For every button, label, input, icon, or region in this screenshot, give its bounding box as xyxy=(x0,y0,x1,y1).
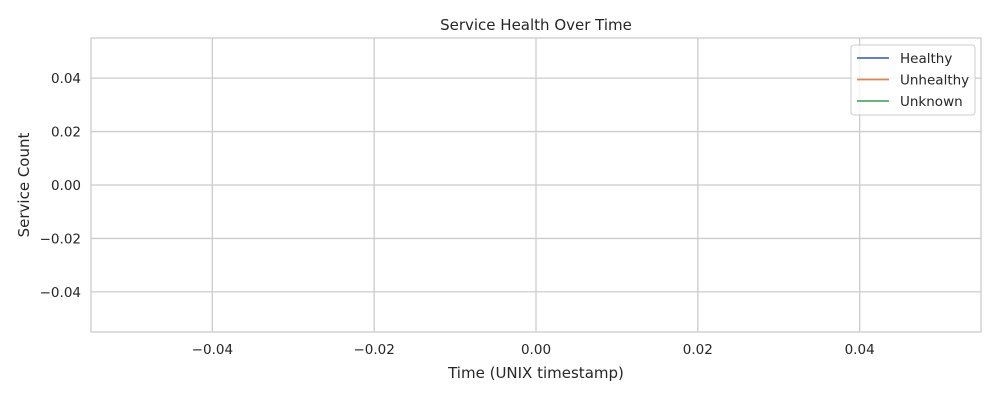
y-tick-label: 0.02 xyxy=(51,125,81,141)
legend-box xyxy=(850,44,976,116)
y-tick-label: −0.04 xyxy=(40,285,81,301)
y-tick-labels: 0.04 0.02 0.00 −0.02 −0.04 xyxy=(40,71,81,301)
legend-items: Healthy Unhealthy Unknown xyxy=(857,51,969,110)
legend: Healthy Unhealthy Unknown xyxy=(850,44,976,116)
chart-title: Service Health Over Time xyxy=(440,16,632,34)
y-tick-label: 0.04 xyxy=(51,71,81,87)
y-tick-label: 0.00 xyxy=(51,178,81,194)
y-axis-title: Service Count xyxy=(15,133,33,238)
x-tick-label: 0.02 xyxy=(683,342,713,358)
x-tick-labels: −0.04 −0.02 0.00 0.02 0.04 xyxy=(192,342,875,358)
legend-label-healthy: Healthy xyxy=(900,51,952,67)
x-tick-label: 0.00 xyxy=(521,342,551,358)
x-tick-label: −0.04 xyxy=(192,342,233,358)
plot-area-frame xyxy=(90,37,982,333)
x-axis-title: Time (UNIX timestamp) xyxy=(447,364,624,382)
grid xyxy=(91,38,981,332)
y-tick-label: −0.02 xyxy=(40,231,81,247)
x-tick-label: 0.04 xyxy=(845,342,875,358)
legend-label-unhealthy: Unhealthy xyxy=(900,73,969,89)
x-tick-label: −0.02 xyxy=(353,342,394,358)
legend-label-unknown: Unknown xyxy=(900,94,963,110)
